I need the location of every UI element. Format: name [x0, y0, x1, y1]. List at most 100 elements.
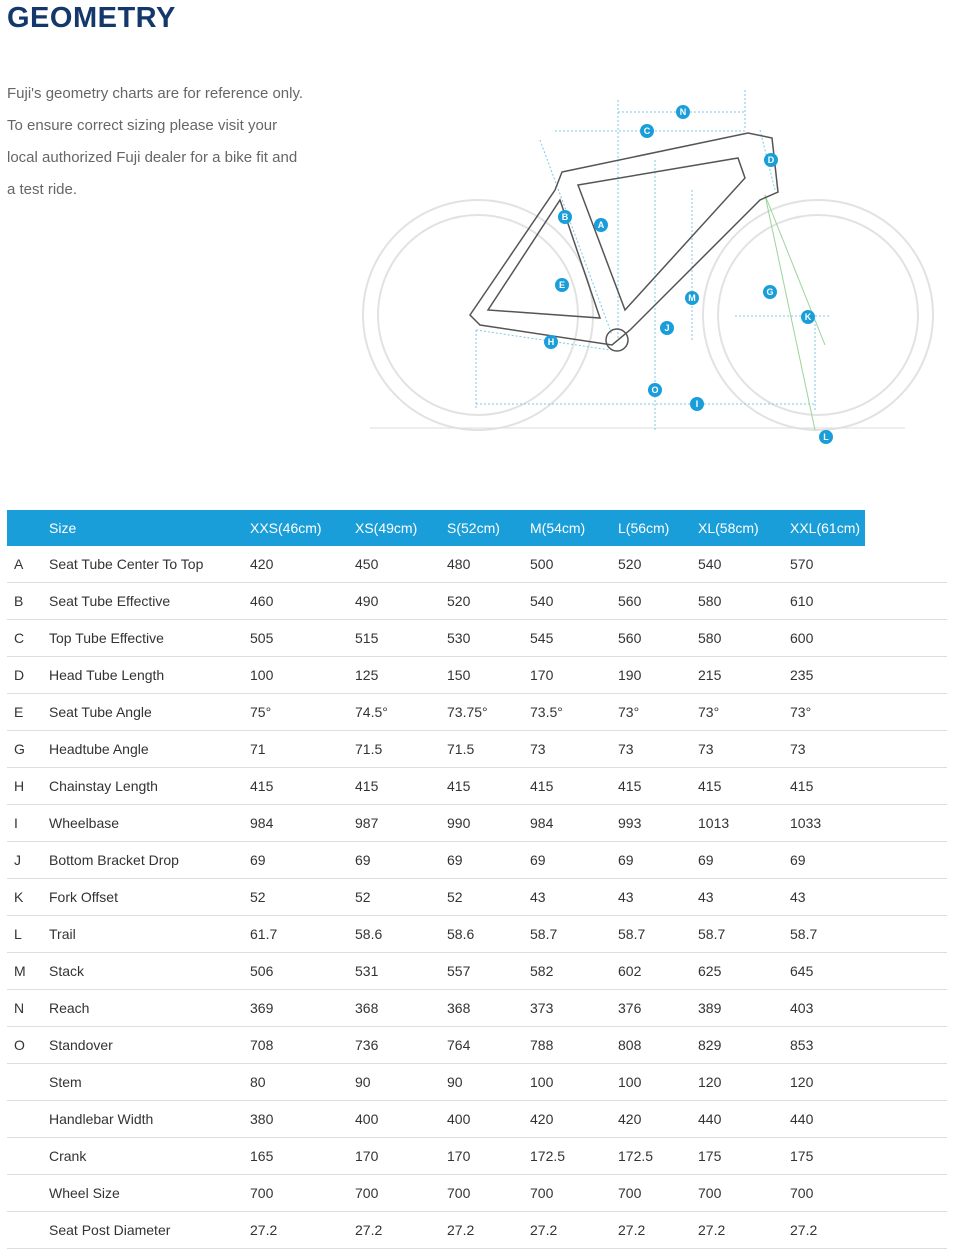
row-name: Trail — [42, 915, 243, 953]
cell: 368 — [348, 989, 440, 1027]
cell: 557 — [440, 952, 523, 990]
cell: 71.5 — [440, 730, 523, 768]
cell: 125 — [348, 656, 440, 694]
cell: 808 — [611, 1026, 691, 1064]
cell: 170 — [440, 1137, 523, 1175]
cell: 415 — [783, 767, 865, 805]
dimension-lines — [475, 90, 830, 430]
row-key: B — [7, 582, 42, 620]
cell: 73° — [611, 693, 691, 731]
table-row: N Reach 369 368 368 373 376 389 403 — [7, 989, 947, 1027]
diagram-labels: N C D B A E M G K J H O I L — [544, 105, 833, 444]
cell: 368 — [440, 989, 523, 1027]
cell: 80 — [243, 1063, 348, 1101]
label-badge — [685, 291, 699, 305]
cell-spacer — [865, 1211, 947, 1249]
cell: 90 — [348, 1063, 440, 1101]
label-badge — [763, 285, 777, 299]
cell: 490 — [348, 582, 440, 620]
cell: 120 — [783, 1063, 865, 1101]
cell: 700 — [348, 1174, 440, 1212]
table-row: H Chainstay Length 415 415 415 415 415 415 415 — [7, 767, 947, 805]
label-letter: H — [548, 337, 555, 347]
header-cell: XL(58cm) — [691, 510, 783, 546]
cell-spacer — [865, 619, 947, 657]
cell: 602 — [611, 952, 691, 990]
cell: 788 — [523, 1026, 611, 1064]
cell: 172.5 — [523, 1137, 611, 1175]
cell-spacer — [865, 1063, 947, 1101]
cell: 100 — [523, 1063, 611, 1101]
cell: 570 — [783, 546, 865, 583]
row-key — [7, 1100, 42, 1138]
cell: 506 — [243, 952, 348, 990]
cell: 100 — [243, 656, 348, 694]
cell: 150 — [440, 656, 523, 694]
cell: 175 — [783, 1137, 865, 1175]
row-name: Wheelbase — [42, 804, 243, 842]
cell: 73° — [691, 693, 783, 731]
cell: 560 — [611, 582, 691, 620]
label-letter: J — [664, 323, 669, 333]
label-badge — [640, 124, 654, 138]
cell: 69 — [440, 841, 523, 879]
row-key: N — [7, 989, 42, 1027]
cell: 69 — [611, 841, 691, 879]
row-name: Crank — [42, 1137, 243, 1175]
cell: 120 — [691, 1063, 783, 1101]
cell: 480 — [440, 546, 523, 583]
header-cell: L(56cm) — [611, 510, 691, 546]
cell: 165 — [243, 1137, 348, 1175]
header-cell: Size — [42, 510, 243, 546]
cell: 376 — [611, 989, 691, 1027]
label-letter: D — [768, 155, 775, 165]
cell: 500 — [523, 546, 611, 583]
cell: 58.6 — [440, 915, 523, 953]
cell: 235 — [783, 656, 865, 694]
fork-lines — [764, 194, 826, 431]
cell: 58.7 — [691, 915, 783, 953]
cell: 610 — [783, 582, 865, 620]
cell-spacer — [865, 767, 947, 805]
row-name: Standover — [42, 1026, 243, 1064]
cell: 172.5 — [611, 1137, 691, 1175]
geometry-table: Size XXS(46cm) XS(49cm) S(52cm) M(54cm) L(56c… — [7, 510, 947, 1249]
label-letter: M — [688, 293, 696, 303]
label-badge — [555, 278, 569, 292]
cell: 580 — [691, 582, 783, 620]
label-letter: N — [680, 107, 687, 117]
cell: 52 — [348, 878, 440, 916]
cell: 700 — [611, 1174, 691, 1212]
cell: 700 — [783, 1174, 865, 1212]
row-key: I — [7, 804, 42, 842]
row-name: Reach — [42, 989, 243, 1027]
row-name: Seat Post Diameter — [42, 1211, 243, 1249]
cell: 515 — [348, 619, 440, 657]
table-row: K Fork Offset 52 52 52 43 43 43 43 — [7, 878, 947, 916]
cell-spacer — [865, 952, 947, 990]
label-badge — [690, 397, 704, 411]
row-name: Handlebar Width — [42, 1100, 243, 1138]
row-name: Seat Tube Angle — [42, 693, 243, 731]
cell-spacer — [865, 730, 947, 768]
cell: 61.7 — [243, 915, 348, 953]
row-key: M — [7, 952, 42, 990]
cell: 58.7 — [611, 915, 691, 953]
cell-spacer — [865, 841, 947, 879]
row-key: H — [7, 767, 42, 805]
cell: 71.5 — [348, 730, 440, 768]
cell-spacer — [865, 1137, 947, 1175]
row-key: E — [7, 693, 42, 731]
table-row: J Bottom Bracket Drop 69 69 69 69 69 69 69 — [7, 841, 947, 879]
label-letter: O — [651, 385, 658, 395]
row-name: Fork Offset — [42, 878, 243, 916]
cell: 389 — [691, 989, 783, 1027]
table-row: B Seat Tube Effective 460 490 520 540 560 580 61… — [7, 582, 947, 620]
row-key: D — [7, 656, 42, 694]
cell: 560 — [611, 619, 691, 657]
cell: 580 — [691, 619, 783, 657]
cell: 700 — [440, 1174, 523, 1212]
cell: 415 — [243, 767, 348, 805]
cell: 420 — [243, 546, 348, 583]
table-row: I Wheelbase 984 987 990 984 993 1013 1033 — [7, 804, 947, 842]
